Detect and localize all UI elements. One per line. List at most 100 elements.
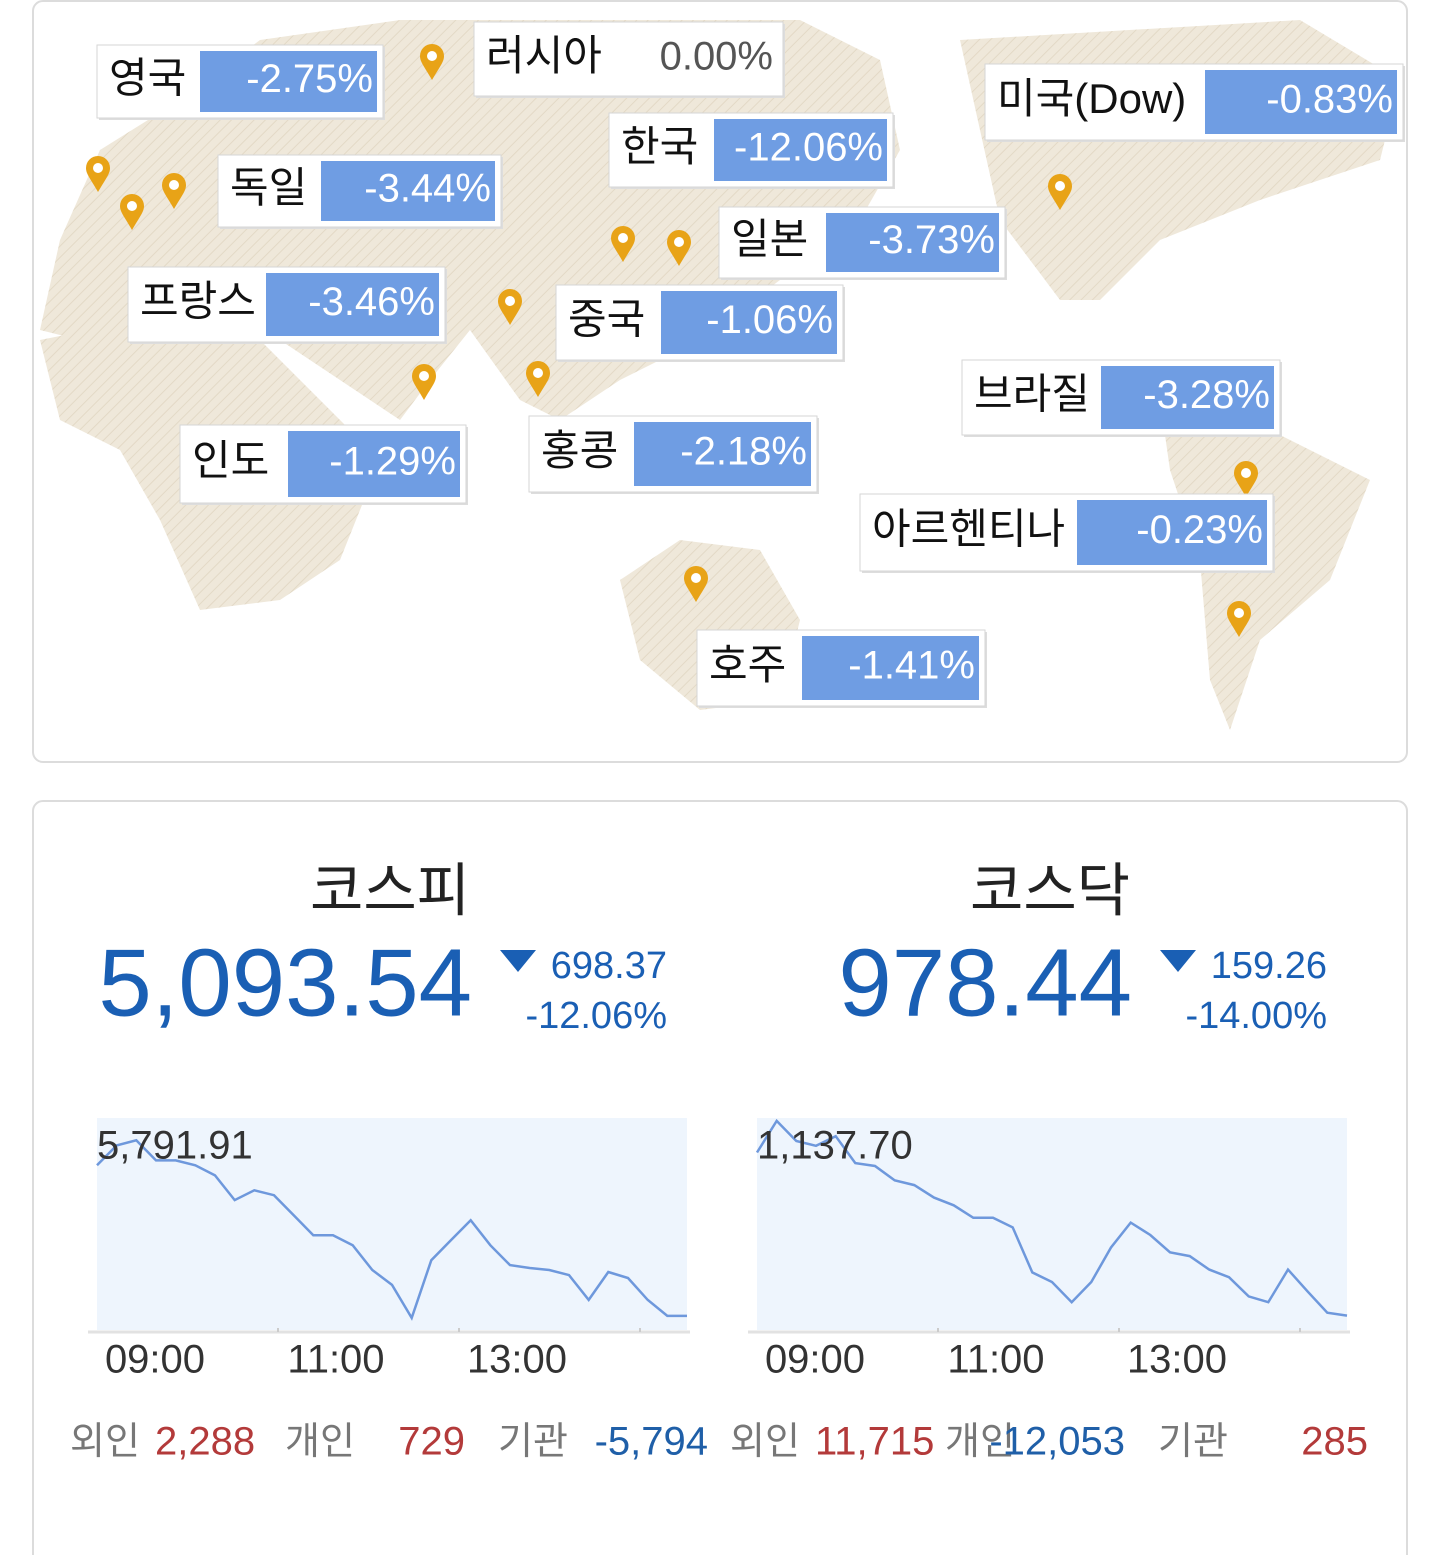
flow-label: 기관 <box>1158 1421 1228 1463</box>
marker-label: 중국 -1.06% <box>555 284 845 362</box>
pin-shape <box>162 173 186 209</box>
pin <box>684 566 708 602</box>
marker-label: 일본 -3.73% <box>718 206 1007 280</box>
pin-dot <box>1234 608 1244 618</box>
pin-dot <box>419 371 429 381</box>
change: -3.46% <box>308 280 435 324</box>
pin-shape <box>86 156 110 192</box>
pin-dot <box>1055 181 1065 191</box>
change: -1.41% <box>848 644 975 688</box>
pin-dot <box>169 180 179 190</box>
flow-label: 개인 <box>945 1421 1015 1463</box>
marker-label: 홍콩 -2.18% <box>528 415 819 494</box>
country-name: 독일 <box>230 164 307 211</box>
country-name: 러시아 <box>486 32 602 79</box>
marker-label: 러시아 0.00% <box>473 21 785 98</box>
country-name: 한국 <box>621 123 698 170</box>
pin <box>667 230 691 266</box>
change-box <box>714 119 887 181</box>
country-name: 프랑스 <box>140 278 256 325</box>
pin <box>420 44 444 80</box>
country-name: 중국 <box>568 296 645 343</box>
marker-label: 인도 -1.29% <box>179 424 468 505</box>
pin-shape <box>498 289 522 325</box>
pin-shape <box>1048 174 1072 210</box>
x-tick-label: 09:00 <box>105 1338 205 1382</box>
pin-shape <box>611 226 635 262</box>
pin <box>1234 461 1258 497</box>
pin-dot <box>618 233 628 243</box>
index-card <box>32 800 1408 1555</box>
pin <box>526 361 550 397</box>
index-name: 코스피 <box>310 858 470 923</box>
markers: 영국 -2.75% 러시아 0.00% 한국 -12.06% 미국(Dow) -0.83% 독일… <box>86 21 1405 708</box>
index-change: 698.37 <box>551 945 667 987</box>
x-tick-label: 11:00 <box>287 1338 384 1382</box>
country-name: 홍콩 <box>541 427 618 474</box>
marker-label: 독일 -3.44% <box>217 154 503 229</box>
pin-shape <box>526 361 550 397</box>
flow-label: 기관 <box>498 1421 568 1463</box>
pin-dot <box>127 201 137 211</box>
pin-dot <box>674 237 684 247</box>
flow-label: 외인 <box>730 1421 800 1463</box>
change-box <box>661 291 837 354</box>
change: 0.00% <box>660 35 773 79</box>
country-name: 브라질 <box>974 371 1090 418</box>
index-value: 978.44 <box>838 929 1132 1036</box>
change-box <box>826 213 999 272</box>
flow-value: -12,053 <box>989 1420 1125 1464</box>
index-change-pct: -12.06% <box>525 995 667 1037</box>
change-box <box>200 51 377 112</box>
country-name: 일본 <box>731 216 808 263</box>
price-line <box>755 1118 1348 1317</box>
pin-shape <box>667 230 691 266</box>
flow-label: 외인 <box>70 1421 140 1463</box>
down-arrow <box>500 950 536 972</box>
marker-label: 영국 -2.75% <box>96 44 385 120</box>
marker-label: 프랑스 -3.46% <box>127 266 447 344</box>
country-name: 영국 <box>109 55 186 102</box>
pin-dot <box>691 573 701 583</box>
country-name: 호주 <box>709 641 786 688</box>
change: -3.44% <box>364 167 491 211</box>
pin-shape <box>412 364 436 400</box>
chart-area <box>97 1118 687 1330</box>
change: -12.06% <box>734 126 883 170</box>
change: -1.06% <box>706 298 833 342</box>
pin <box>86 156 110 192</box>
x-tick-label: 13:00 <box>1127 1338 1227 1382</box>
flow-value: 285 <box>1301 1420 1368 1464</box>
x-tick-label: 11:00 <box>947 1338 1044 1382</box>
x-tick-label: 09:00 <box>765 1338 865 1382</box>
flow-value: 729 <box>398 1420 465 1464</box>
pin <box>1048 174 1072 210</box>
flow-value: -5,794 <box>595 1420 708 1464</box>
down-arrow <box>1160 950 1196 972</box>
pin-dot <box>533 368 543 378</box>
change-box <box>1077 500 1267 565</box>
pin-shape <box>420 44 444 80</box>
marker-label: 브라질 -3.28% <box>961 359 1282 437</box>
pin-dot <box>427 51 437 61</box>
marker-label: 미국(Dow) -0.83% <box>984 63 1405 142</box>
flow-value: 2,288 <box>155 1420 255 1464</box>
pin <box>120 194 144 230</box>
change: -1.29% <box>329 440 456 484</box>
pin <box>1227 601 1251 637</box>
flow-value: 11,715 <box>815 1420 934 1464</box>
country-name: 인도 <box>192 437 269 484</box>
change: -2.75% <box>246 57 373 101</box>
pin-dot <box>93 163 103 173</box>
change-box <box>634 422 811 486</box>
change-box <box>802 636 979 700</box>
index-change-pct: -14.00% <box>1185 995 1327 1037</box>
start-label: 1,137.70 <box>757 1124 913 1168</box>
start-label: 5,791.91 <box>97 1124 253 1168</box>
pin-shape <box>1234 461 1258 497</box>
pin-shape <box>684 566 708 602</box>
